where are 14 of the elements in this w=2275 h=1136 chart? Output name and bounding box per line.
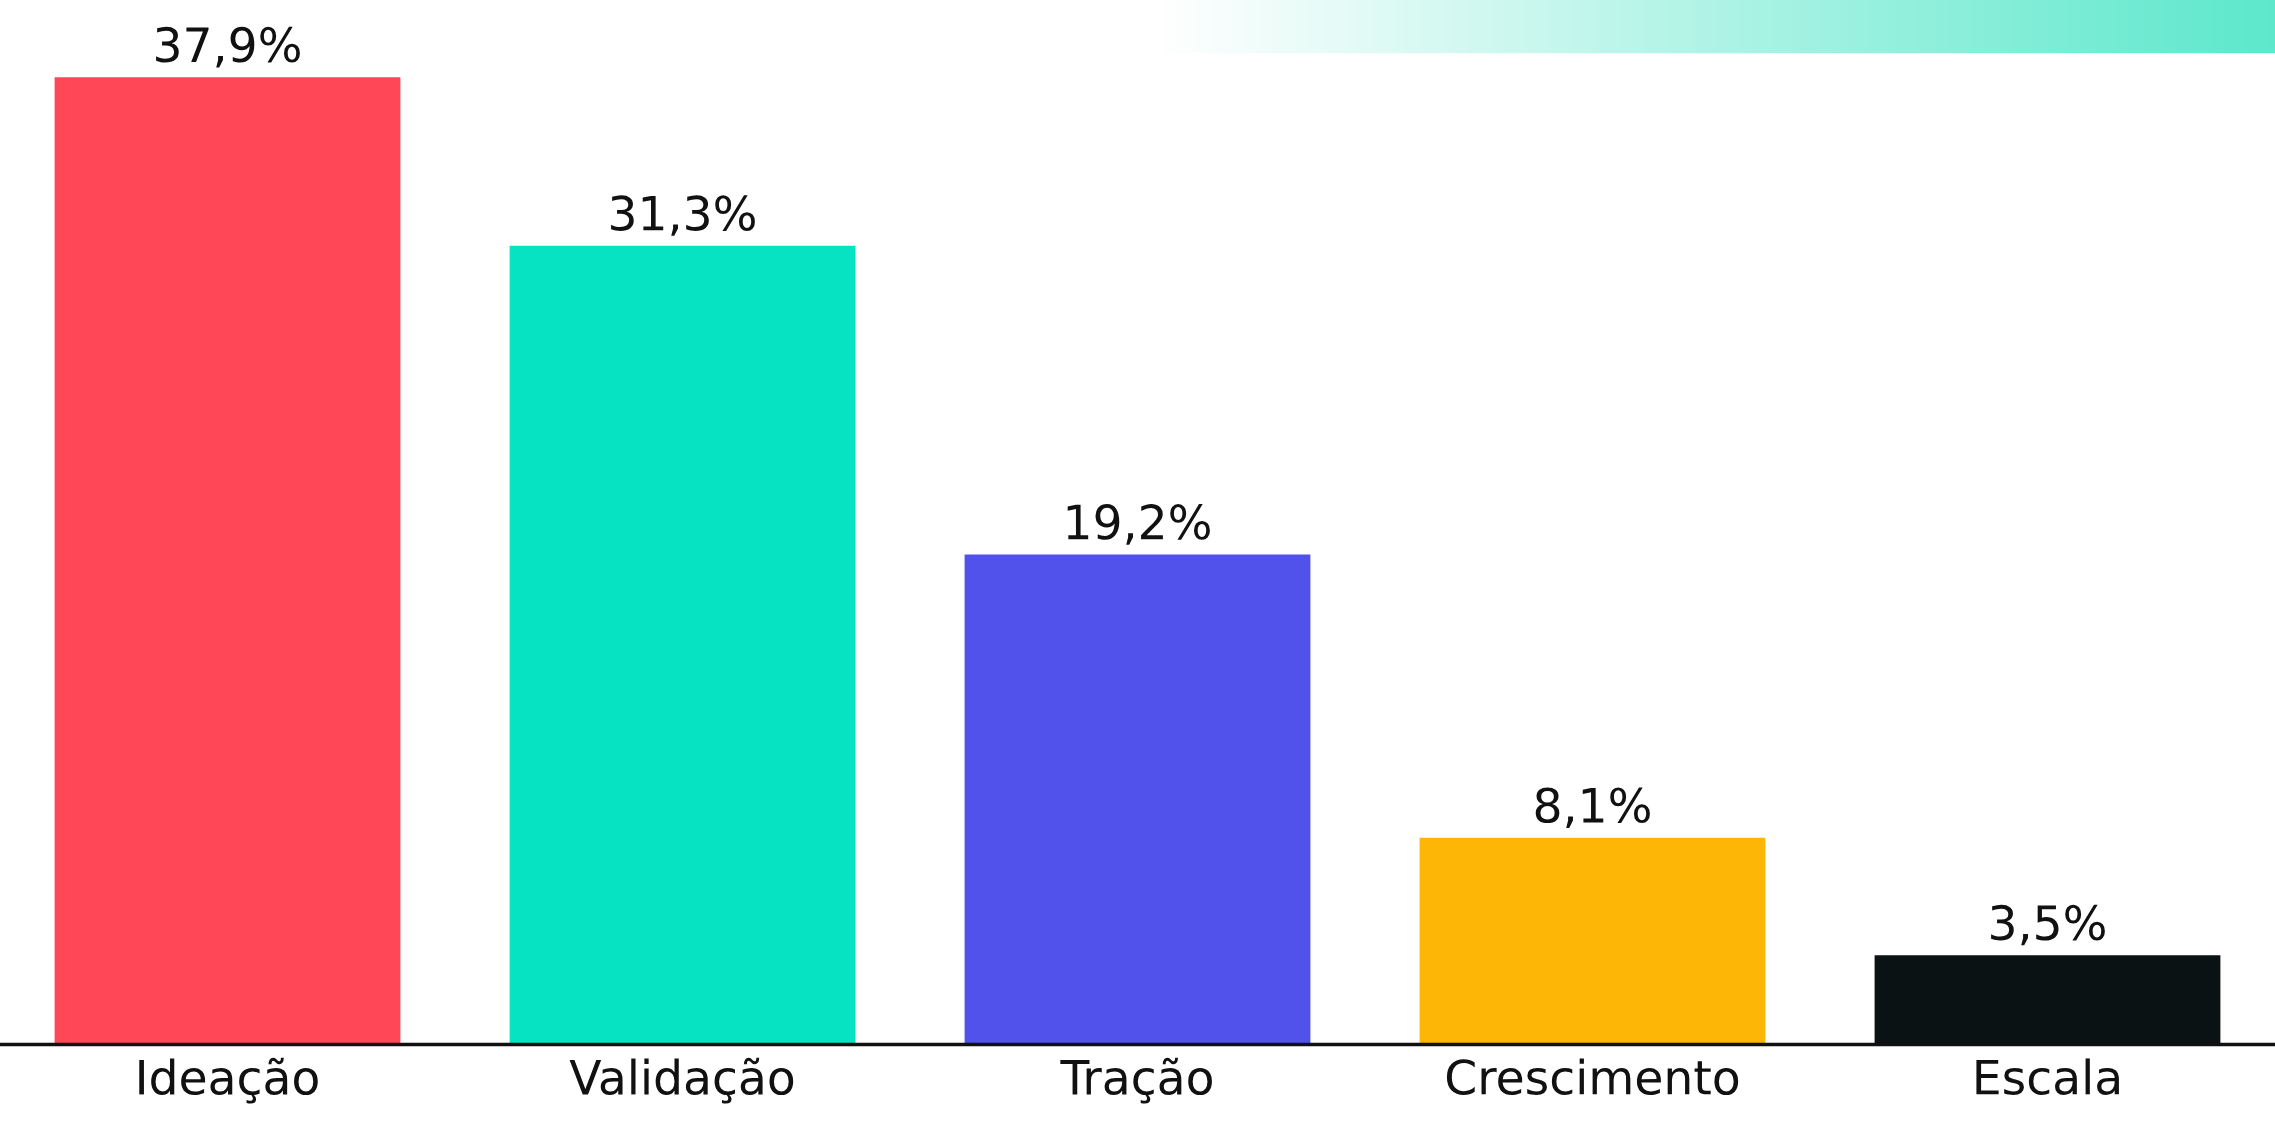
bar (54, 77, 401, 1045)
x-tick-label: Tração (1060, 1057, 1212, 1104)
data-label: 3,5% (1991, 904, 2105, 946)
data-label: 8,1% (1535, 787, 1650, 828)
data-label: 37,9% (156, 26, 300, 68)
x-tick-label: Escala (1976, 1058, 2119, 1095)
x-tick-label: Crescimento (1446, 1058, 1739, 1095)
x-tick-label: Validação (569, 1057, 794, 1104)
bar (1419, 837, 1766, 1045)
x-tick-label: Ideação (139, 1057, 318, 1104)
data-label: 31,3% (611, 195, 755, 236)
bar (509, 245, 856, 1045)
bar (964, 554, 1311, 1045)
data-label: 19,2% (1067, 504, 1210, 545)
